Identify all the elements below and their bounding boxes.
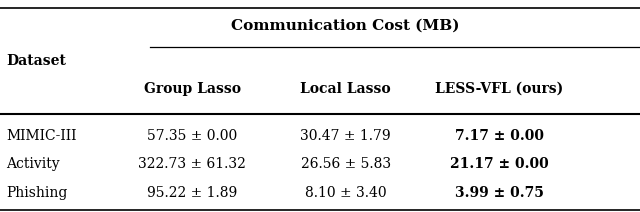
Text: Activity: Activity bbox=[6, 157, 60, 171]
Text: 322.73 ± 61.32: 322.73 ± 61.32 bbox=[138, 157, 246, 171]
Text: 3.99 ± 0.75: 3.99 ± 0.75 bbox=[455, 186, 543, 200]
Text: Dataset: Dataset bbox=[6, 54, 67, 68]
Text: 30.47 ± 1.79: 30.47 ± 1.79 bbox=[300, 129, 391, 143]
Text: 95.22 ± 1.89: 95.22 ± 1.89 bbox=[147, 186, 237, 200]
Text: 21.17 ± 0.00: 21.17 ± 0.00 bbox=[450, 157, 548, 171]
Text: LESS-VFL (ours): LESS-VFL (ours) bbox=[435, 82, 563, 96]
Text: MIMIC-III: MIMIC-III bbox=[6, 129, 77, 143]
Text: 26.56 ± 5.83: 26.56 ± 5.83 bbox=[301, 157, 390, 171]
Text: 7.17 ± 0.00: 7.17 ± 0.00 bbox=[454, 129, 544, 143]
Text: Group Lasso: Group Lasso bbox=[143, 82, 241, 96]
Text: Phishing: Phishing bbox=[6, 186, 68, 200]
Text: Local Lasso: Local Lasso bbox=[300, 82, 391, 96]
Text: Communication Cost (MB): Communication Cost (MB) bbox=[231, 18, 460, 32]
Text: 8.10 ± 3.40: 8.10 ± 3.40 bbox=[305, 186, 387, 200]
Text: 57.35 ± 0.00: 57.35 ± 0.00 bbox=[147, 129, 237, 143]
